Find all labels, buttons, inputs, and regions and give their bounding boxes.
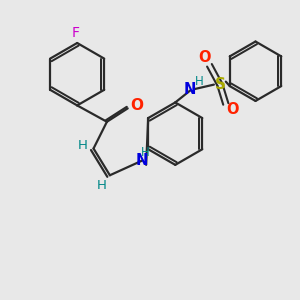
Text: S: S: [215, 77, 226, 92]
Text: H: H: [195, 75, 204, 88]
Text: N: N: [136, 153, 148, 168]
Text: F: F: [72, 26, 80, 40]
Text: H: H: [97, 179, 106, 192]
Text: H: H: [141, 146, 150, 159]
Text: H: H: [77, 139, 87, 152]
Text: N: N: [183, 82, 196, 97]
Text: O: O: [199, 50, 211, 65]
Text: O: O: [130, 98, 143, 113]
Text: O: O: [226, 102, 238, 117]
